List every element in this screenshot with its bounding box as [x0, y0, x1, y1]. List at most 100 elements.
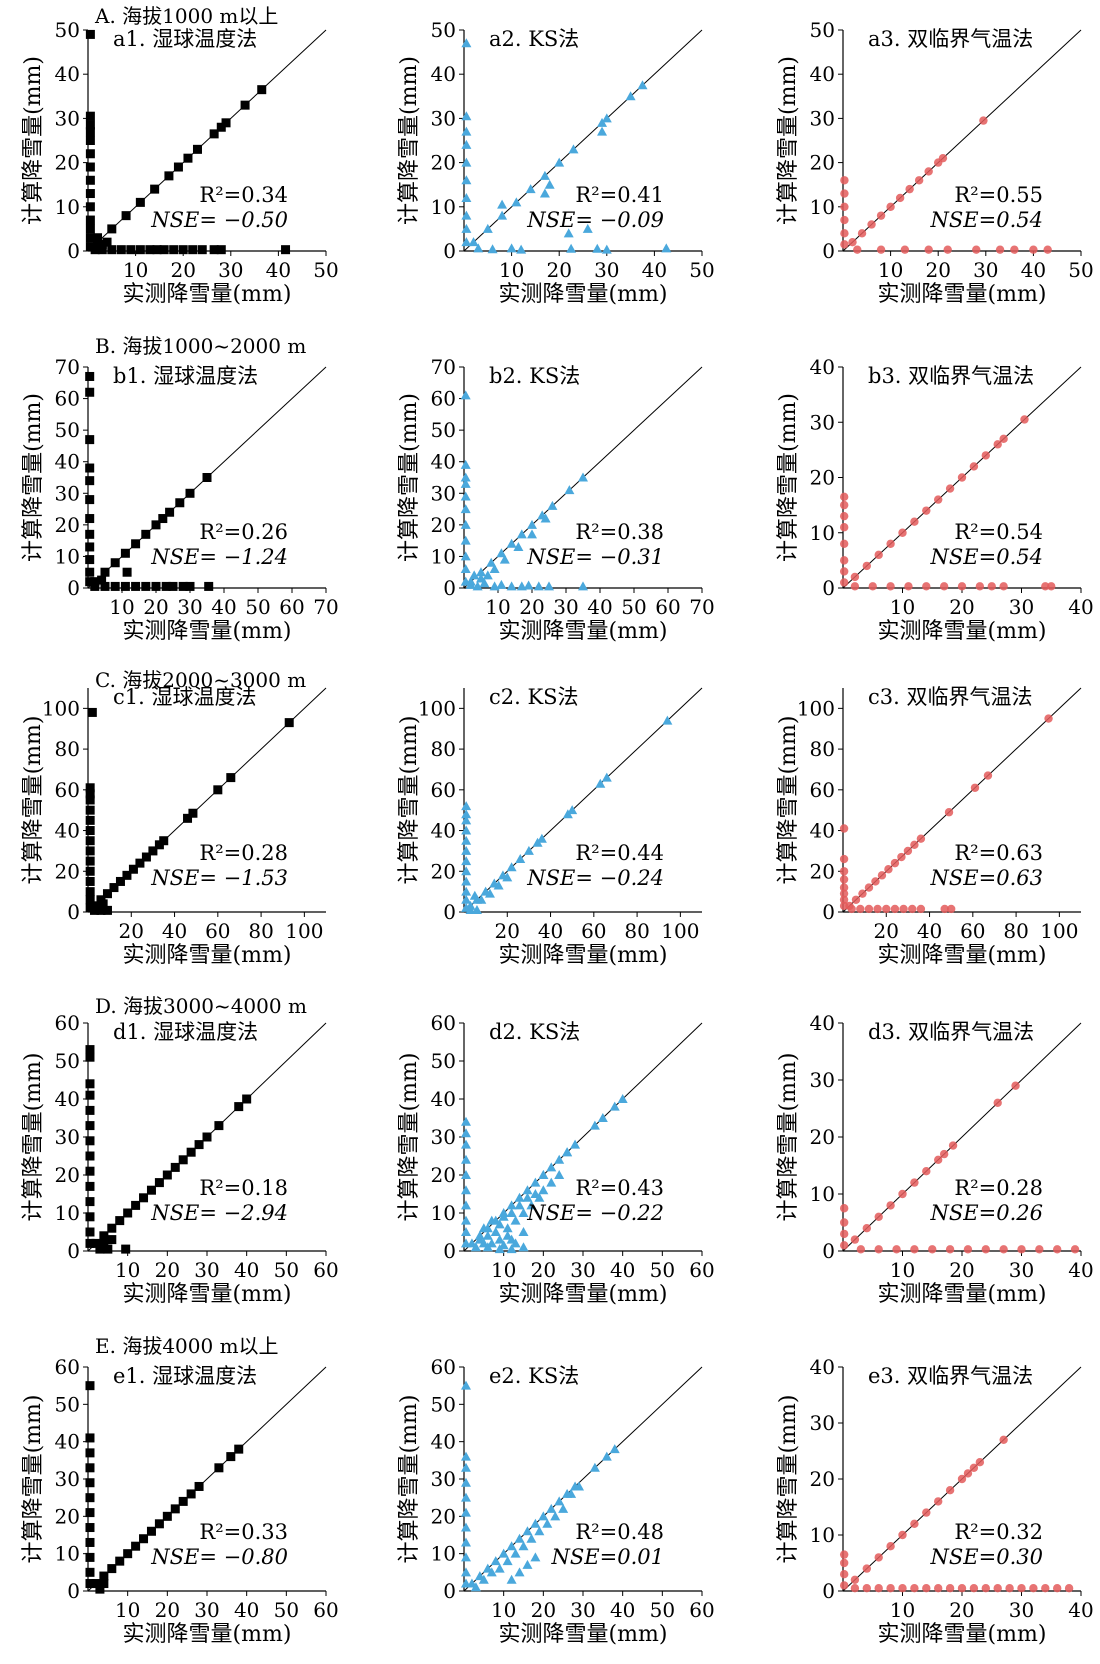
data-point	[518, 1242, 529, 1252]
data-point	[461, 876, 472, 886]
data-point	[85, 29, 95, 39]
y-tick-label: 20	[810, 859, 835, 883]
data-point	[874, 1584, 883, 1593]
data-point	[511, 197, 522, 207]
x-tick-label: 20	[925, 258, 950, 282]
data-point	[518, 1227, 529, 1236]
data-point	[460, 1462, 471, 1472]
data-point	[99, 1579, 109, 1589]
x-axis-label: 实测降雪量(mm)	[499, 1282, 668, 1307]
data-point	[943, 245, 952, 254]
data-point	[161, 581, 171, 591]
data-point	[85, 127, 95, 137]
data-point	[461, 38, 472, 48]
data-point	[601, 113, 612, 123]
chart-panel-d3: 0 10 20 30 40 10 20 30 40 实测降雪量(mm) 计算降雪量(mm) d3. 双…	[776, 1011, 1094, 1307]
data-point	[839, 1241, 849, 1250]
data-point	[123, 1208, 133, 1218]
data-point	[465, 904, 476, 914]
chart-panel-e1: 0 10 20 30 40 50 60 10 20 30 40 50 60 实测降雪量(mm) 计算降雪量(…	[21, 1355, 339, 1647]
data-point	[209, 129, 219, 139]
data-point	[460, 1451, 471, 1461]
data-point	[999, 582, 1008, 591]
x-tick-label: 20	[155, 1598, 180, 1622]
data-point	[839, 1229, 849, 1239]
data-point	[183, 153, 193, 163]
data-point	[1035, 1245, 1044, 1254]
data-point	[897, 852, 906, 862]
data-point	[461, 845, 472, 855]
data-point	[924, 167, 933, 176]
x-tick-label: 50	[689, 258, 714, 282]
data-point	[601, 1451, 612, 1461]
data-point	[460, 1492, 471, 1502]
data-point	[482, 223, 493, 233]
data-point	[867, 220, 876, 229]
data-point	[592, 243, 603, 253]
data-point	[85, 435, 95, 445]
data-point	[1017, 1584, 1026, 1593]
data-point	[460, 1380, 471, 1390]
x-tick-label: 20	[949, 1258, 974, 1282]
data-point	[85, 1227, 95, 1237]
data-point	[1011, 1081, 1020, 1090]
data-point	[473, 243, 484, 253]
data-point	[589, 1120, 600, 1130]
data-point	[460, 491, 471, 501]
data-point	[945, 1245, 955, 1254]
data-point	[85, 555, 95, 565]
data-point	[523, 845, 534, 855]
y-tick-label: 20	[55, 1163, 80, 1187]
data-point	[972, 245, 981, 254]
data-point	[162, 1511, 172, 1521]
data-point	[461, 886, 472, 896]
data-point	[110, 581, 120, 591]
data-point	[85, 1448, 95, 1458]
data-point	[85, 815, 95, 825]
x-tick-label: 30	[1009, 1598, 1034, 1622]
data-point	[496, 579, 507, 589]
data-point	[839, 854, 849, 864]
y-axis-label: 计算降雪量(mm)	[21, 1395, 46, 1564]
data-point	[139, 1193, 149, 1203]
data-point	[1064, 1584, 1074, 1593]
data-point	[95, 1584, 105, 1594]
data-point	[151, 520, 161, 530]
data-point	[95, 1244, 105, 1254]
data-point	[578, 472, 588, 482]
r2-label: R²=0.41	[575, 183, 664, 207]
data-point	[910, 1584, 919, 1593]
x-axis-label: 实测降雪量(mm)	[123, 943, 292, 968]
y-tick-label: 40	[810, 1011, 835, 1035]
y-tick-label: 20	[810, 466, 835, 490]
data-point	[945, 1584, 955, 1593]
data-point	[85, 1478, 95, 1488]
x-axis-label: 实测降雪量(mm)	[123, 619, 292, 644]
x-tick-label: 30	[570, 1258, 595, 1282]
data-point	[213, 785, 223, 795]
data-point	[506, 1208, 517, 1217]
data-point	[120, 548, 130, 558]
x-tick-label: 40	[642, 258, 667, 282]
x-tick-label: 10	[491, 1598, 516, 1622]
x-tick-label: 40	[610, 1598, 635, 1622]
data-point	[242, 1094, 252, 1104]
data-point	[840, 240, 849, 249]
data-point	[839, 578, 849, 587]
data-point	[122, 870, 132, 880]
nse-label: NSE= −1.24	[150, 545, 288, 569]
y-tick-label: 0	[67, 1239, 80, 1263]
data-point	[460, 1154, 471, 1164]
data-point	[916, 834, 926, 843]
data-point	[109, 883, 119, 893]
data-point	[839, 567, 849, 576]
x-axis-label: 实测降雪量(mm)	[123, 1282, 292, 1307]
data-point	[850, 1584, 860, 1593]
data-point	[839, 824, 849, 833]
y-tick-label: 30	[55, 1467, 80, 1491]
data-point	[469, 890, 480, 900]
y-tick-label: 0	[67, 576, 80, 600]
data-point	[506, 581, 517, 591]
y-tick-label: 40	[55, 1430, 80, 1454]
y-axis-label: 计算降雪量(mm)	[776, 56, 801, 225]
